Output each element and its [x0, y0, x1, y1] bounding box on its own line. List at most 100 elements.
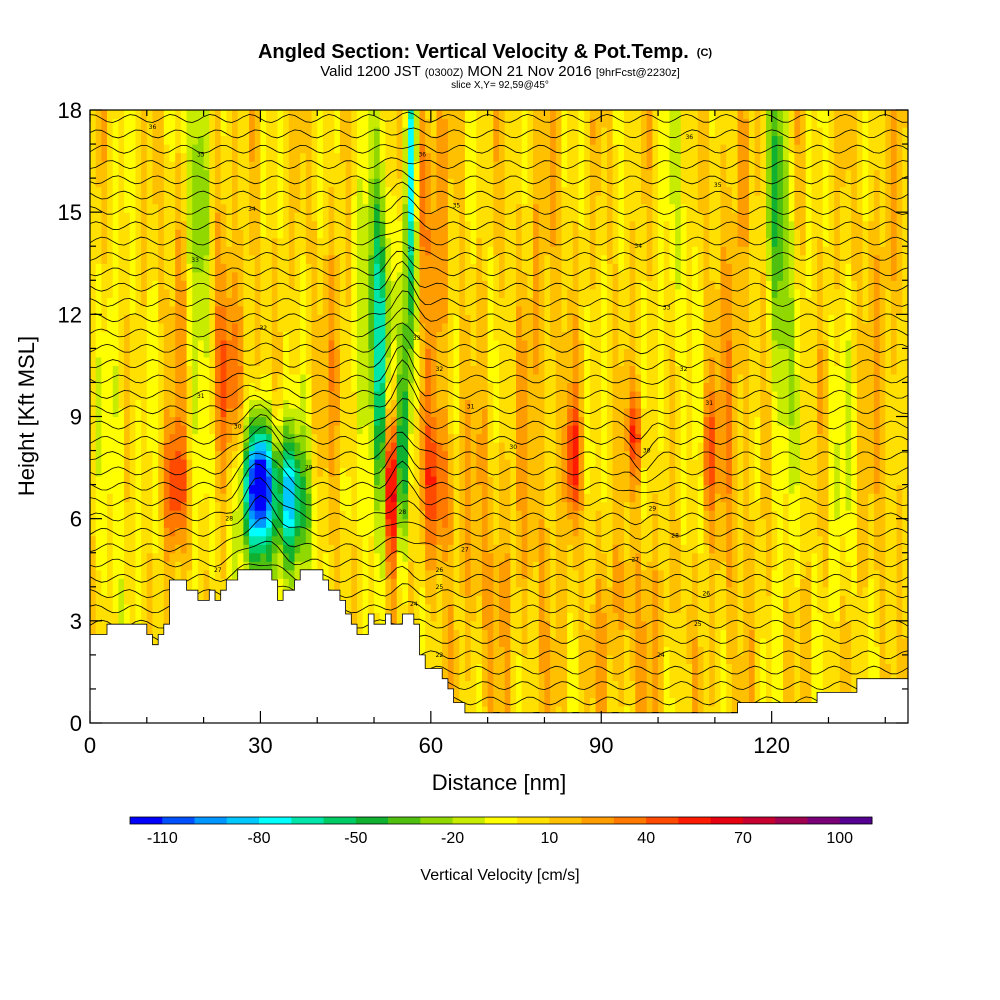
velocity-cell — [311, 459, 318, 469]
velocity-cell — [203, 459, 210, 469]
velocity-cell — [374, 331, 381, 341]
velocity-cell — [374, 442, 381, 452]
velocity-cell — [305, 399, 313, 409]
velocity-cell — [391, 535, 398, 545]
velocity-cell — [146, 365, 154, 375]
velocity-cell — [442, 322, 449, 332]
velocity-cell — [197, 348, 205, 358]
velocity-cell — [425, 195, 432, 205]
velocity-cell — [249, 322, 256, 332]
velocity-cell — [214, 246, 222, 256]
velocity-cell — [328, 535, 335, 545]
velocity-cell — [203, 110, 210, 120]
velocity-cell — [169, 365, 176, 375]
velocity-cell — [317, 501, 324, 511]
velocity-cell — [180, 552, 188, 562]
velocity-cell — [226, 561, 233, 571]
velocity-cell — [197, 331, 205, 341]
velocity-cell — [334, 569, 341, 579]
velocity-cell — [459, 348, 466, 358]
velocity-cell — [135, 271, 142, 281]
velocity-cell — [260, 118, 267, 128]
velocity-cell — [158, 450, 165, 460]
velocity-cell — [118, 416, 125, 426]
velocity-cell — [368, 586, 375, 596]
velocity-cell — [232, 356, 239, 367]
velocity-cell — [464, 356, 472, 367]
velocity-cell — [368, 399, 375, 409]
velocity-cell — [385, 110, 392, 120]
velocity-cell — [459, 416, 466, 426]
velocity-cell — [470, 629, 477, 639]
velocity-cell — [135, 467, 142, 477]
velocity-cell — [163, 603, 171, 613]
velocity-cell — [419, 110, 426, 120]
velocity-cell — [271, 297, 279, 307]
velocity-cell — [396, 416, 404, 426]
velocity-cell — [402, 416, 409, 426]
velocity-cell — [107, 331, 114, 341]
velocity-cell — [243, 356, 250, 367]
velocity-cell — [413, 467, 421, 477]
velocity-cell — [254, 135, 262, 145]
velocity-cell — [368, 161, 375, 171]
velocity-cell — [95, 280, 102, 290]
velocity-cell — [430, 518, 438, 528]
velocity-cell — [356, 527, 364, 537]
velocity-cell — [345, 322, 352, 332]
velocity-cell — [368, 578, 375, 588]
velocity-cell — [453, 476, 460, 486]
velocity-cell — [328, 373, 335, 384]
velocity-cell — [294, 144, 301, 154]
velocity-cell — [385, 322, 392, 332]
velocity-cell — [317, 339, 324, 349]
velocity-cell — [129, 586, 137, 596]
velocity-cell — [447, 186, 455, 196]
velocity-cell — [220, 425, 227, 435]
velocity-cell — [368, 152, 375, 162]
velocity-cell — [129, 603, 137, 613]
velocity-cell — [294, 433, 301, 443]
velocity-cell — [209, 518, 216, 528]
velocity-cell — [317, 331, 324, 341]
velocity-cell — [442, 510, 449, 520]
velocity-cell — [226, 110, 233, 120]
velocity-cell — [345, 237, 352, 247]
velocity-cell — [362, 237, 369, 247]
velocity-cell — [470, 305, 477, 315]
velocity-cell — [305, 390, 313, 401]
velocity-cell — [271, 484, 279, 494]
velocity-cell — [141, 331, 148, 341]
velocity-cell — [192, 561, 199, 571]
velocity-cell — [197, 399, 205, 409]
velocity-cell — [374, 186, 381, 196]
velocity-cell — [152, 586, 159, 596]
velocity-cell — [249, 459, 256, 469]
velocity-cell — [425, 646, 432, 656]
velocity-cell — [95, 493, 102, 503]
velocity-cell — [436, 365, 443, 375]
velocity-cell — [396, 297, 404, 307]
velocity-cell — [385, 552, 392, 562]
velocity-cell — [249, 382, 256, 392]
velocity-cell — [476, 493, 483, 503]
velocity-cell — [351, 501, 358, 511]
velocity-cell — [169, 561, 176, 571]
velocity-cell — [328, 144, 335, 154]
velocity-cell — [254, 535, 262, 545]
velocity-cell — [425, 118, 432, 128]
velocity-cell — [254, 178, 262, 188]
velocity-cell — [430, 152, 438, 162]
velocity-cell — [101, 297, 108, 307]
velocity-cell — [459, 629, 466, 639]
velocity-cell — [266, 254, 273, 264]
velocity-cell — [425, 212, 432, 222]
velocity-cell — [180, 569, 188, 579]
velocity-cell — [169, 373, 176, 384]
velocity-cell — [220, 569, 227, 579]
velocity-cell — [356, 280, 364, 290]
velocity-cell — [283, 144, 290, 154]
velocity-cell — [402, 322, 409, 332]
velocity-cell — [368, 365, 375, 375]
velocity-cell — [368, 595, 375, 605]
